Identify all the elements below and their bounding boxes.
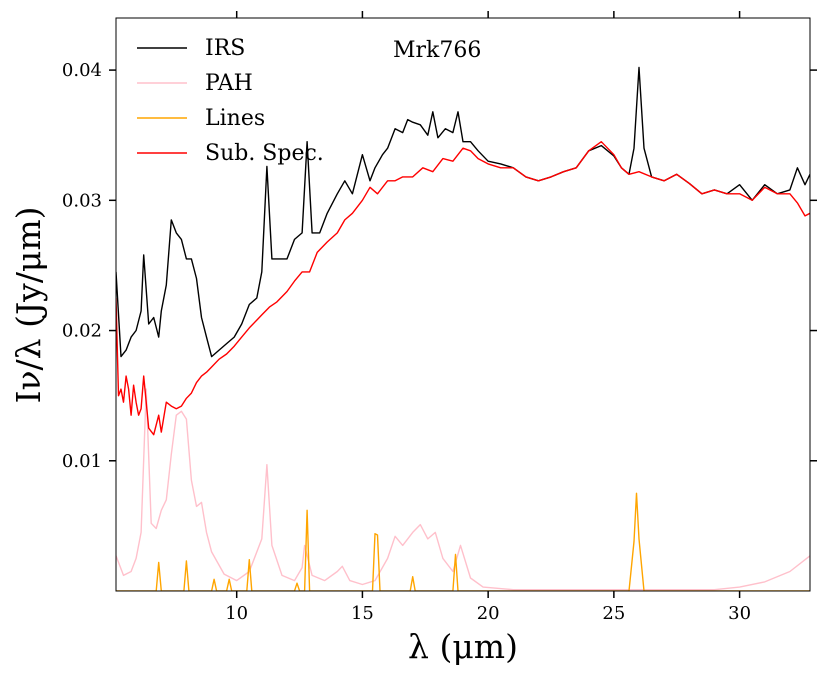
plot-frame (115, 17, 811, 592)
x-tick-label: 25 (602, 603, 625, 624)
x-tick-label: 30 (728, 603, 751, 624)
y-tick-label: 0.01 (62, 451, 102, 472)
x-axis-title: λ (μm) (408, 627, 518, 666)
tick-layer: 10 15 20 25 30 0.01 0.02 0.03 0.04 (62, 11, 817, 624)
plot-background (116, 18, 810, 591)
y-tick-label: 0.04 (62, 60, 102, 81)
series-line-pah (116, 388, 810, 591)
legend-label-pah: PAH (205, 71, 253, 96)
x-tick-label: 10 (225, 603, 248, 624)
legend-label-lines: Lines (205, 106, 265, 131)
legend: IRS PAH Lines Sub. Spec. (137, 36, 324, 166)
annotation-mrk766: Mrk766 (393, 38, 481, 63)
x-tick-label: 15 (351, 603, 374, 624)
y-tick-label: 0.02 (62, 321, 102, 342)
y-axis-title: Iν/λ (Jy/μm) (9, 206, 48, 403)
series-line-lines (116, 492, 810, 591)
series-line-sub-spec (116, 140, 810, 436)
legend-label-irs: IRS (205, 36, 245, 61)
y-tick-label: 0.03 (62, 190, 102, 211)
series-line-irs (116, 66, 810, 358)
legend-label-sub-spec: Sub. Spec. (205, 141, 324, 166)
series-layer (116, 66, 810, 591)
x-tick-label: 20 (477, 603, 500, 624)
